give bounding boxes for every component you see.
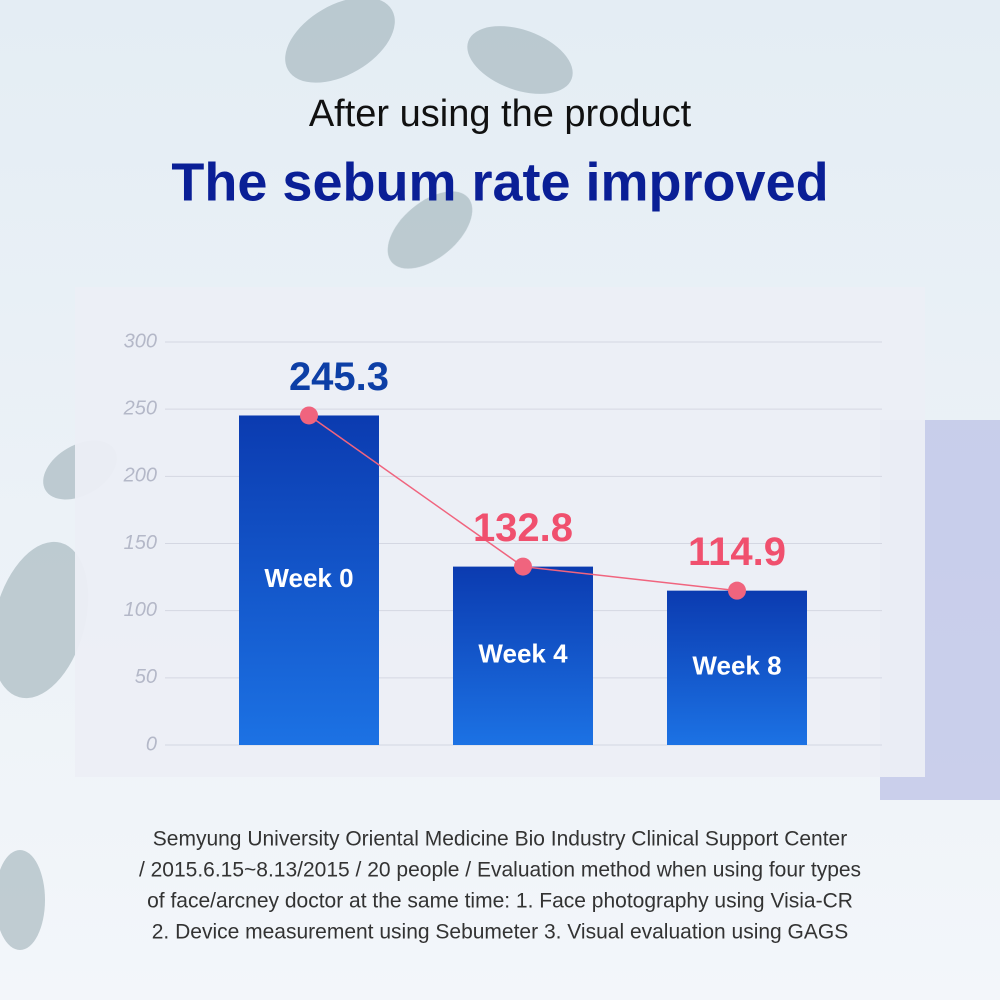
- category-label: Week 4: [478, 639, 568, 669]
- footnote-line: Semyung University Oriental Medicine Bio…: [153, 828, 847, 851]
- footnote-line: 2. Device measurement using Sebumeter 3.…: [152, 921, 849, 944]
- y-tick-label: 100: [124, 599, 157, 621]
- subtitle: After using the product: [309, 93, 692, 135]
- category-label: Week 8: [692, 651, 781, 681]
- value-label: 132.8: [473, 506, 573, 550]
- y-tick-label: 300: [124, 330, 157, 352]
- leaf-decoration: [0, 0, 573, 950]
- trend-point: [514, 557, 532, 576]
- bar: [667, 590, 807, 745]
- value-label: 245.3: [289, 355, 389, 399]
- footnote-line: of face/arcney doctor at the same time: …: [147, 890, 853, 913]
- trend-point: [728, 581, 746, 600]
- y-tick-label: 200: [123, 465, 157, 487]
- bar: [239, 415, 379, 745]
- footnote-line: / 2015.6.15~8.13/2015 / 20 people / Eval…: [139, 859, 861, 882]
- footnote: Semyung University Oriental Medicine Bio…: [139, 828, 861, 944]
- y-tick-label: 0: [146, 733, 157, 755]
- trend-point: [300, 406, 318, 425]
- bar: [453, 566, 593, 745]
- category-label: Week 0: [264, 563, 353, 593]
- y-tick-label: 50: [135, 666, 157, 688]
- y-tick-label: 150: [124, 532, 157, 554]
- value-label: 114.9: [688, 530, 786, 574]
- title: The sebum rate improved: [171, 152, 828, 212]
- y-tick-label: 250: [123, 397, 157, 419]
